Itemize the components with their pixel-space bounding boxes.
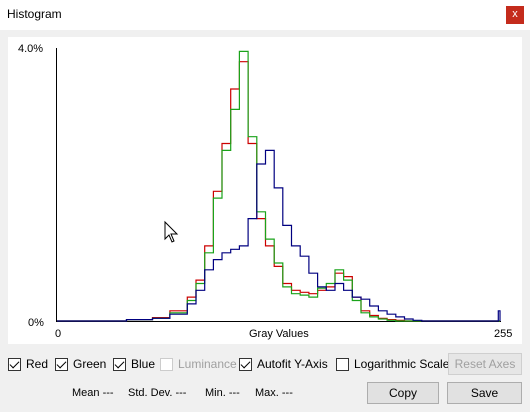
checkbox-icon[interactable] (239, 357, 252, 371)
x-axis-title: Gray Values (249, 328, 309, 340)
title-bar: Histogram x (0, 0, 530, 30)
checkbox-icon[interactable] (113, 357, 126, 371)
checkbox-icon[interactable] (55, 357, 68, 371)
luminance-checkbox[interactable]: Luminance (160, 356, 237, 372)
autofit-checkbox-label: Autofit Y-Axis (257, 357, 328, 371)
x-axis-max-label: 255 (494, 328, 513, 340)
green-checkbox[interactable]: Green (55, 356, 106, 372)
blue-checkbox[interactable]: Blue (113, 356, 155, 372)
histogram-plot-area[interactable] (8, 37, 522, 344)
luminance-checkbox-label: Luminance (178, 357, 237, 371)
red-checkbox-label: Red (26, 357, 49, 371)
y-axis-min-label: 0% (28, 317, 44, 329)
log-checkbox-label: Logarithmic Scale (354, 357, 450, 371)
copy-button[interactable]: Copy (367, 382, 439, 404)
checkbox-icon[interactable] (336, 357, 349, 371)
checkbox-icon[interactable] (160, 357, 173, 371)
green-checkbox-label: Green (73, 357, 107, 371)
max-stat: Max. --- (255, 387, 293, 399)
mean-stat: Mean --- (72, 387, 114, 399)
checkbox-icon[interactable] (8, 357, 21, 371)
y-axis-max-label: 4.0% (18, 43, 44, 55)
close-button[interactable]: x (506, 6, 524, 24)
blue-checkbox-label: Blue (131, 357, 156, 371)
std-dev-stat: Std. Dev. --- (128, 387, 187, 399)
x-axis-min-label: 0 (55, 328, 62, 340)
min-stat: Min. --- (205, 387, 240, 399)
autofit-y-axis-checkbox[interactable]: Autofit Y-Axis (239, 356, 328, 372)
window-title: Histogram (7, 7, 62, 21)
logarithmic-scale-checkbox[interactable]: Logarithmic Scale (336, 356, 449, 372)
reset-axes-button[interactable]: Reset Axes (448, 353, 522, 375)
save-button[interactable]: Save (447, 382, 522, 404)
red-checkbox[interactable]: Red (8, 356, 48, 372)
